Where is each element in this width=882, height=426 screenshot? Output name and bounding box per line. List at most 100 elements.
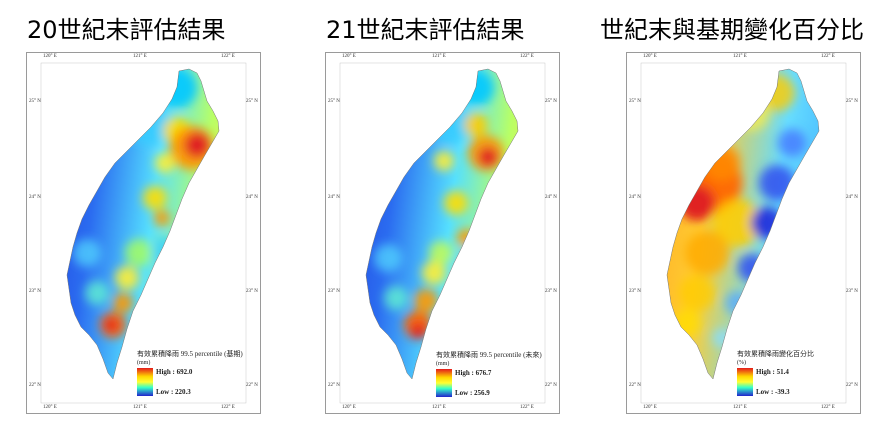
rainfall-hotspot <box>414 289 438 313</box>
lon-tick-label: 122° E <box>520 405 534 410</box>
rainfall-hotspot <box>85 281 109 305</box>
rainfall-map-svg <box>640 62 847 404</box>
lat-tick-label: 22° N <box>629 383 641 388</box>
lon-tick-label: 120° E <box>43 54 57 59</box>
rainfall-hotspot <box>444 191 468 215</box>
rainfall-hotspot <box>751 207 783 239</box>
lat-tick-label: 24° N <box>545 195 557 200</box>
lon-tick-label: 121° E <box>733 54 747 59</box>
rainfall-hotspot <box>679 275 715 311</box>
rainfall-hotspot <box>73 239 101 267</box>
rainfall-hotspot <box>679 185 715 221</box>
lat-tick-label: 24° N <box>29 195 41 200</box>
panel-3-title: 世紀末與基期變化百分比 <box>600 16 864 44</box>
map-legend: 有效累積降雨變化百分比 (%) High : 51.4 Low : -39.3 <box>737 349 814 396</box>
rainfall-hotspot <box>113 293 133 313</box>
lat-tick-label: 22° N <box>545 383 557 388</box>
rainfall-hotspot <box>478 147 498 167</box>
lon-tick-label: 122° E <box>821 405 835 410</box>
map-panel-change: 120° E 120° E 121° E 121° E 122° E 122° E 25° … <box>626 52 861 414</box>
legend-unit: (mm) <box>137 360 151 366</box>
legend-high-value: High : 692.0 <box>156 368 193 376</box>
lat-tick-label: 23° N <box>545 289 557 294</box>
rainfall-map-svg <box>40 62 247 404</box>
legend-title: 有效累積降雨變化百分比 <box>737 350 814 358</box>
rainfall-hotspot <box>778 129 806 157</box>
legend-color-ramp <box>137 368 153 396</box>
rainfall-hotspot <box>713 199 761 247</box>
legend-color-ramp <box>737 368 753 396</box>
rainfall-hotspot <box>759 165 795 201</box>
lat-tick-label: 23° N <box>29 289 41 294</box>
rainfall-hotspot <box>422 261 446 285</box>
coastline <box>666 68 820 380</box>
rainfall-hotspot <box>429 241 453 265</box>
lat-tick-label: 24° N <box>246 195 258 200</box>
rainfall-hotspot <box>155 153 175 173</box>
lat-tick-label: 22° N <box>29 383 41 388</box>
rainfall-map-svg <box>339 62 546 404</box>
lat-tick-label: 22° N <box>328 383 340 388</box>
lon-tick-label: 120° E <box>43 405 57 410</box>
lat-tick-label: 25° N <box>545 99 557 104</box>
rainfall-hotspot <box>154 210 170 226</box>
legend-color-ramp <box>436 369 452 397</box>
rainfall-hotspot <box>384 286 408 310</box>
lon-tick-label: 121° E <box>733 405 747 410</box>
legend-unit: (mm) <box>436 361 450 367</box>
lat-tick-label: 24° N <box>629 195 641 200</box>
rainfall-hotspot <box>759 75 795 111</box>
lat-tick-label: 22° N <box>246 383 258 388</box>
lon-tick-label: 121° E <box>133 405 147 410</box>
rainfall-hotspot <box>104 318 118 332</box>
rainfall-hotspot <box>685 231 729 275</box>
legend-high-value: High : 51.4 <box>756 368 789 376</box>
map-panel-future: 120° E 120° E 121° E 121° E 122° E 122° E 25° … <box>325 52 560 414</box>
lat-tick-label: 24° N <box>328 195 340 200</box>
coastline <box>365 68 519 380</box>
lon-tick-label: 122° E <box>221 54 235 59</box>
rainfall-hotspot <box>184 132 210 158</box>
rainfall-hotspot <box>115 266 139 290</box>
rainfall-hotspot <box>464 113 488 137</box>
map-legend: 有效累積降雨 99.5 percentile (基期) (mm) High : 69… <box>137 349 243 396</box>
panel-1-title: 20世紀末評估結果 <box>27 16 226 44</box>
rainfall-hotspot <box>410 323 426 339</box>
lon-tick-label: 122° E <box>221 405 235 410</box>
rainfall-hotspot <box>125 101 169 145</box>
lat-tick-label: 25° N <box>246 99 258 104</box>
map-frame <box>640 62 847 404</box>
lat-tick-label: 23° N <box>246 289 258 294</box>
legend-title: 有效累積降雨 99.5 percentile (基期) <box>137 350 243 358</box>
legend-title: 有效累積降雨 99.5 percentile (未來) <box>436 351 542 359</box>
coastline <box>66 68 220 380</box>
rainfall-hotspot <box>143 186 167 210</box>
lat-tick-label: 25° N <box>629 99 641 104</box>
lat-tick-label: 25° N <box>328 99 340 104</box>
lat-tick-label: 23° N <box>846 289 858 294</box>
rainfall-hotspot <box>374 244 402 272</box>
lon-tick-label: 120° E <box>643 405 657 410</box>
rainfall-hotspot <box>712 328 732 348</box>
lon-tick-label: 120° E <box>342 54 356 59</box>
lon-tick-label: 120° E <box>643 54 657 59</box>
lat-tick-label: 24° N <box>846 195 858 200</box>
lat-tick-label: 25° N <box>846 99 858 104</box>
lon-tick-label: 120° E <box>342 405 356 410</box>
lat-tick-label: 25° N <box>29 99 41 104</box>
lat-tick-label: 23° N <box>629 289 641 294</box>
lon-tick-label: 122° E <box>520 54 534 59</box>
legend-unit: (%) <box>737 360 746 366</box>
lat-tick-label: 23° N <box>328 289 340 294</box>
rainfall-hotspot <box>738 254 766 282</box>
legend-high-value: High : 676.7 <box>455 369 492 377</box>
rainfall-hotspot <box>125 239 153 267</box>
rainfall-hotspot <box>434 151 454 171</box>
lon-tick-label: 121° E <box>432 54 446 59</box>
lon-tick-label: 121° E <box>432 405 446 410</box>
legend-low-value: Low : -39.3 <box>756 388 790 396</box>
rainfall-hotspot <box>704 145 740 181</box>
panel-2-title: 21世紀末評估結果 <box>326 16 525 44</box>
map-legend: 有效累積降雨 99.5 percentile (未來) (mm) High : 67… <box>436 350 542 397</box>
map-panel-baseline: 120° E 120° E 121° E 121° E 122° E 122° E 25° … <box>26 52 261 414</box>
